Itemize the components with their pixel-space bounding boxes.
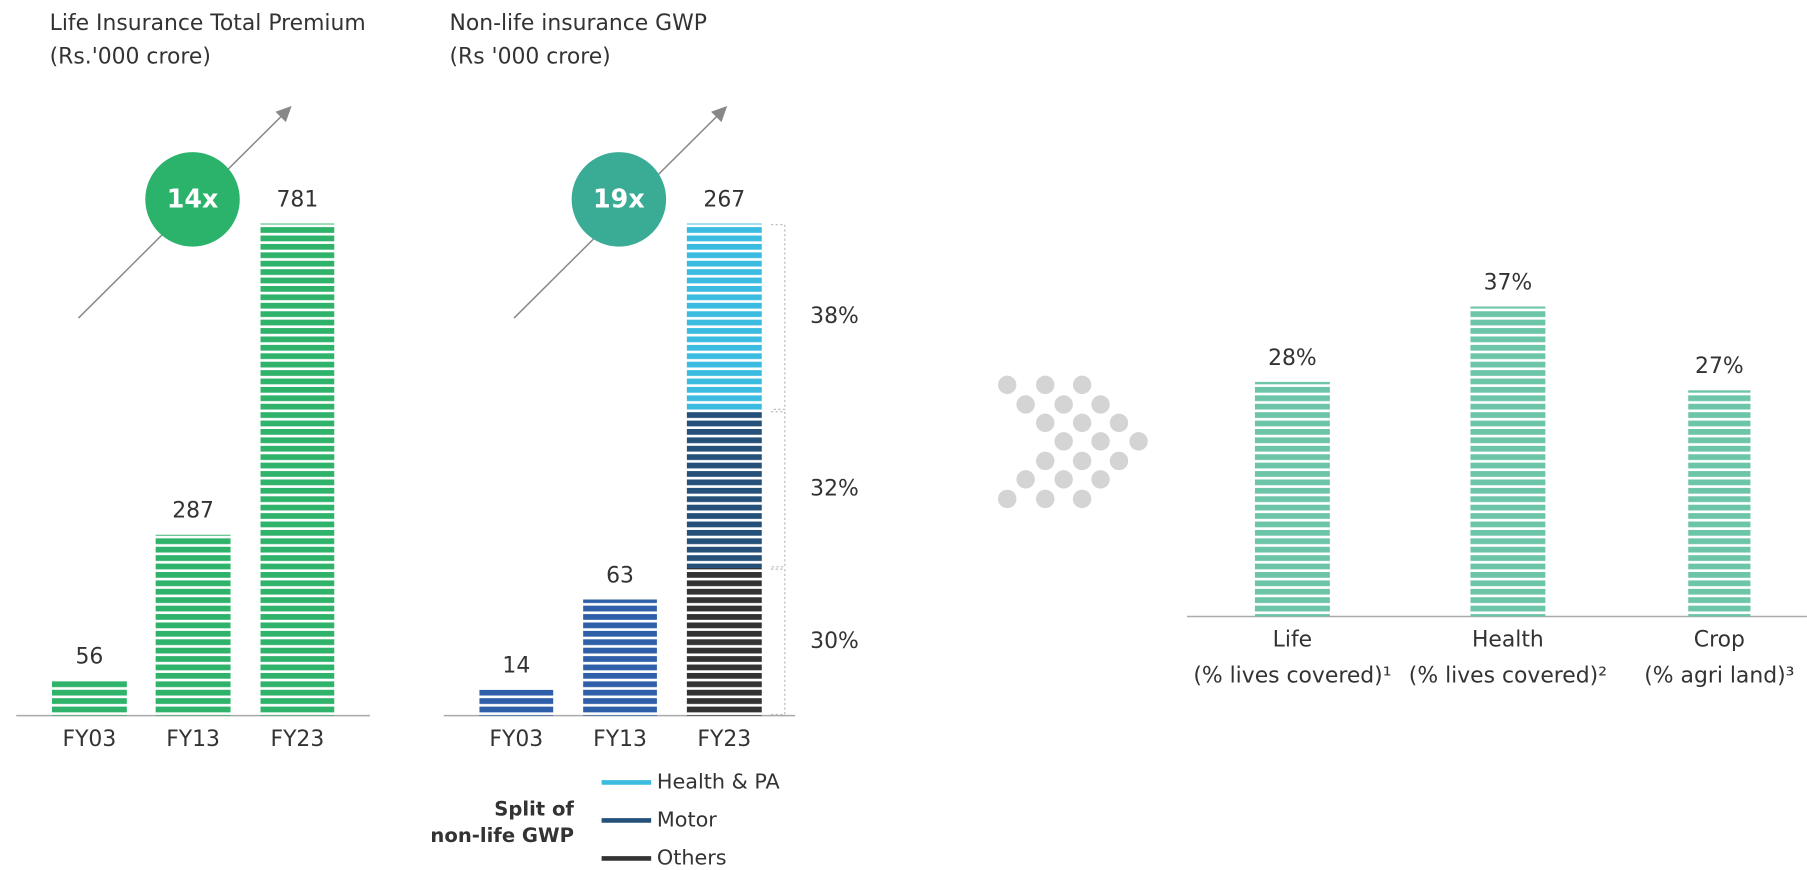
x-tick-label: FY23 bbox=[270, 727, 324, 752]
x-tick-label: Life bbox=[1273, 628, 1312, 653]
bar bbox=[1688, 390, 1751, 617]
split-label: 30% bbox=[810, 629, 859, 654]
split-bracket bbox=[770, 568, 786, 716]
annotation: 14x bbox=[167, 184, 219, 214]
split-bracket bbox=[770, 224, 786, 410]
bar-segment bbox=[686, 567, 762, 716]
bar bbox=[51, 680, 127, 716]
chart-title: Non-life insurance GWP bbox=[449, 11, 706, 36]
bar bbox=[1470, 306, 1546, 617]
split-label: 32% bbox=[810, 476, 859, 501]
bar bbox=[479, 689, 554, 716]
bar-segment bbox=[686, 410, 762, 568]
x-tick-label: FY03 bbox=[489, 727, 543, 752]
value-label: 14 bbox=[502, 654, 530, 679]
split-bracket bbox=[770, 411, 786, 568]
x-tick-label: FY13 bbox=[593, 727, 647, 752]
x-sublabel: (% lives covered)¹ bbox=[1193, 663, 1391, 688]
legend-title: non-life GWP bbox=[430, 824, 574, 847]
x-tick-label: Crop bbox=[1694, 628, 1745, 653]
value-label: 781 bbox=[276, 188, 318, 213]
value-label: 63 bbox=[606, 563, 634, 588]
annotation: 19x bbox=[593, 184, 645, 214]
value-label: 37% bbox=[1484, 270, 1533, 295]
bar bbox=[155, 534, 231, 716]
value-label: 287 bbox=[172, 499, 214, 524]
legend-label: Health & PA bbox=[657, 769, 781, 793]
value-label: 28% bbox=[1268, 346, 1317, 371]
x-tick-label: Health bbox=[1472, 628, 1544, 653]
value-label: 56 bbox=[75, 644, 103, 669]
x-sublabel: (% agri land)³ bbox=[1644, 663, 1794, 688]
value-label: 27% bbox=[1695, 354, 1744, 379]
legend-label: Others bbox=[657, 845, 727, 869]
chevron-dots bbox=[997, 375, 1148, 509]
annotation-circle bbox=[571, 152, 667, 247]
bar-segment bbox=[686, 223, 762, 411]
annotation-circle bbox=[145, 152, 240, 247]
x-sublabel: (% lives covered)² bbox=[1409, 663, 1607, 688]
legend-title: Split of bbox=[494, 798, 574, 821]
chart-subtitle: (Rs '000 crore) bbox=[449, 45, 610, 70]
arrow-head bbox=[711, 106, 728, 123]
arrow-head bbox=[275, 106, 292, 123]
chart-title: Life Insurance Total Premium bbox=[50, 11, 366, 36]
value-label: 267 bbox=[703, 188, 745, 213]
bar bbox=[583, 599, 657, 716]
chart-subtitle: (Rs.'000 crore) bbox=[50, 45, 211, 70]
bar bbox=[260, 223, 335, 716]
bar bbox=[1254, 381, 1330, 617]
x-tick-label: FY13 bbox=[166, 727, 220, 752]
x-tick-label: FY03 bbox=[62, 727, 116, 752]
x-tick-label: FY23 bbox=[697, 727, 751, 752]
legend-label: Motor bbox=[657, 807, 717, 831]
split-label: 38% bbox=[810, 304, 859, 329]
